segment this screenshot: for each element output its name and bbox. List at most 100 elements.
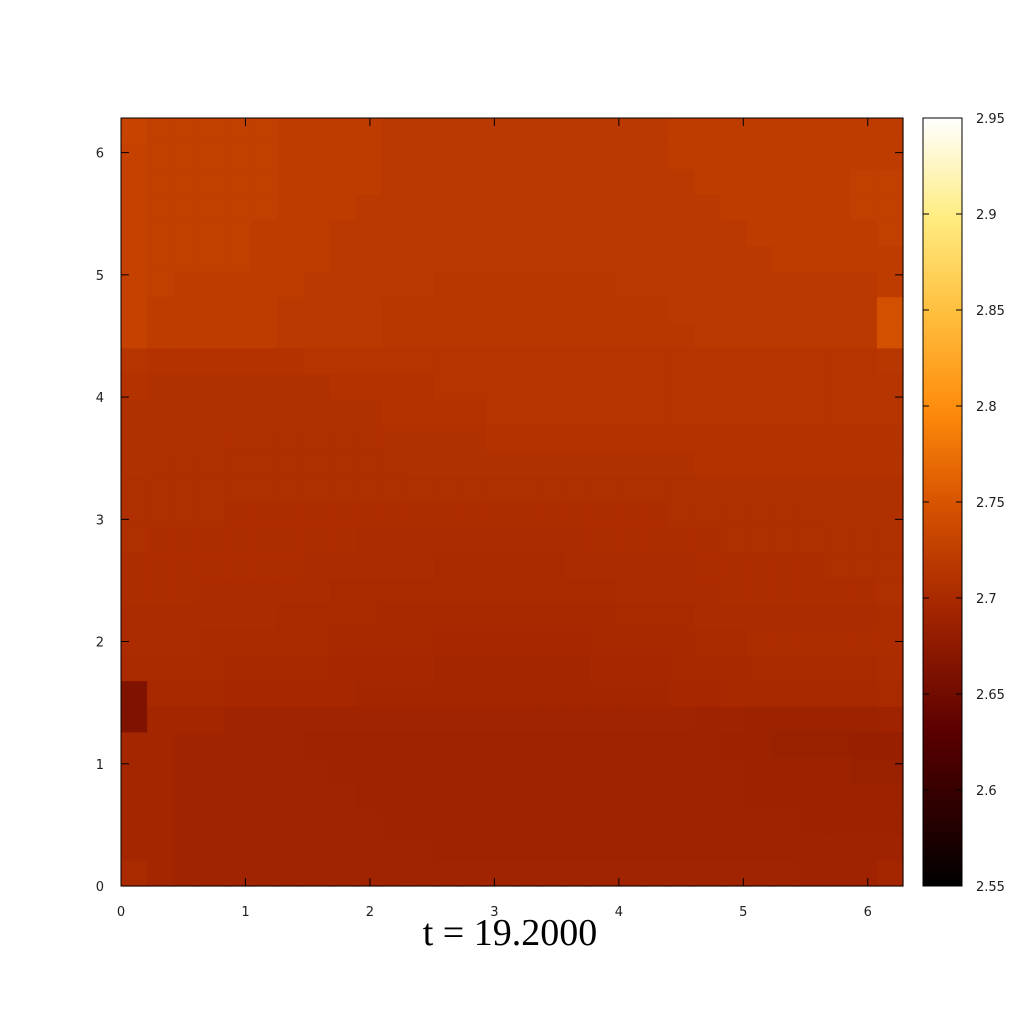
heatmap-cell [538, 860, 565, 887]
heatmap-cell [381, 553, 409, 580]
heatmap-cell [746, 271, 774, 298]
heatmap-cell [407, 194, 435, 221]
heatmap-cell [433, 399, 461, 426]
heatmap-cell [485, 374, 513, 401]
heatmap-cell [381, 194, 409, 221]
heatmap-cell [277, 246, 305, 273]
heatmap-cell [772, 681, 800, 708]
heatmap-cell [459, 681, 487, 708]
heatmap-cell [512, 220, 539, 247]
heatmap-cell [485, 476, 513, 503]
heatmap-cell [407, 271, 435, 298]
heatmap-cell [329, 194, 357, 221]
heatmap-cell [850, 194, 878, 221]
heatmap-cell [303, 630, 331, 657]
heatmap-cell [329, 578, 357, 605]
heatmap-cell [694, 578, 722, 605]
heatmap-cell [590, 604, 617, 631]
heatmap-cell [173, 732, 200, 759]
heatmap-cell [694, 809, 722, 836]
heatmap-cell [381, 143, 409, 170]
heatmap-cell [720, 220, 748, 247]
heatmap-cell [199, 553, 226, 580]
y-tick-label: 0 [96, 880, 104, 895]
heatmap-cell [225, 322, 252, 349]
heatmap-cell [824, 834, 852, 861]
heatmap-cell [199, 118, 226, 145]
heatmap-cell [824, 143, 852, 170]
heatmap-cell [642, 655, 669, 682]
heatmap-cell [485, 527, 513, 554]
heatmap-cell [590, 783, 617, 810]
heatmap-cell [798, 860, 826, 887]
colorbar-tick-label: 2.85 [976, 304, 1005, 319]
heatmap-cell [538, 834, 565, 861]
heatmap-cell [173, 630, 200, 657]
heatmap-cell [616, 630, 643, 657]
heatmap-cell [850, 450, 878, 477]
heatmap-cell [850, 578, 878, 605]
heatmap-cell [485, 194, 513, 221]
heatmap-cell [512, 399, 539, 426]
heatmap-cell [564, 220, 591, 247]
heatmap-cell [485, 220, 513, 247]
heatmap-cell [355, 220, 383, 247]
heatmap-cell [720, 809, 748, 836]
heatmap-cell [512, 246, 539, 273]
heatmap-cell [616, 809, 643, 836]
heatmap-cell [251, 834, 278, 861]
heatmap-cell [746, 834, 774, 861]
heatmap-cell [590, 297, 617, 324]
heatmap-cell [303, 399, 331, 426]
heatmap-cell [616, 783, 643, 810]
heatmap-cell [538, 604, 565, 631]
heatmap-cell [642, 374, 669, 401]
heatmap-cell [225, 604, 252, 631]
heatmap-cell [485, 732, 513, 759]
heatmap-cell [850, 425, 878, 452]
heatmap-cell [642, 297, 669, 324]
heatmap-cell [616, 527, 643, 554]
heatmap-cell [407, 246, 435, 273]
heatmap-cell [407, 655, 435, 682]
heatmap-cell [407, 783, 435, 810]
heatmap-cell [407, 322, 435, 349]
heatmap-cell [303, 809, 331, 836]
heatmap-cell [798, 246, 826, 273]
heatmap-cell [668, 246, 696, 273]
heatmap-cell [824, 425, 852, 452]
heatmap-cell [746, 578, 774, 605]
heatmap-cell [590, 220, 617, 247]
heatmap-cell [590, 732, 617, 759]
heatmap-cell [538, 246, 565, 273]
heatmap-cell [616, 502, 643, 529]
heatmap-cell [772, 578, 800, 605]
heatmap-cell [147, 322, 174, 349]
heatmap-cell [642, 732, 669, 759]
heatmap-cell [173, 399, 200, 426]
heatmap-cell [303, 502, 331, 529]
heatmap-cell [147, 681, 174, 708]
heatmap-cell [616, 297, 643, 324]
heatmap-cell [538, 681, 565, 708]
heatmap-cell [173, 322, 200, 349]
heatmap-cell [564, 706, 591, 733]
heatmap-cell [564, 169, 591, 196]
heatmap-cell [329, 655, 357, 682]
heatmap-cell [199, 604, 226, 631]
heatmap-cell [616, 425, 643, 452]
heatmap-cell [303, 681, 331, 708]
heatmap-cell [173, 527, 200, 554]
heatmap-cell [772, 220, 800, 247]
heatmap-cell [824, 604, 852, 631]
heatmap-cell [147, 348, 174, 375]
heatmap-cell [668, 220, 696, 247]
heatmap-cell [173, 450, 200, 477]
heatmap-cell [538, 143, 565, 170]
heatmap-cell [642, 348, 669, 375]
heatmap-cell [147, 578, 174, 605]
heatmap-cell [772, 630, 800, 657]
heatmap-cell [876, 553, 904, 580]
heatmap-cell [459, 630, 487, 657]
heatmap-cell [512, 271, 539, 298]
